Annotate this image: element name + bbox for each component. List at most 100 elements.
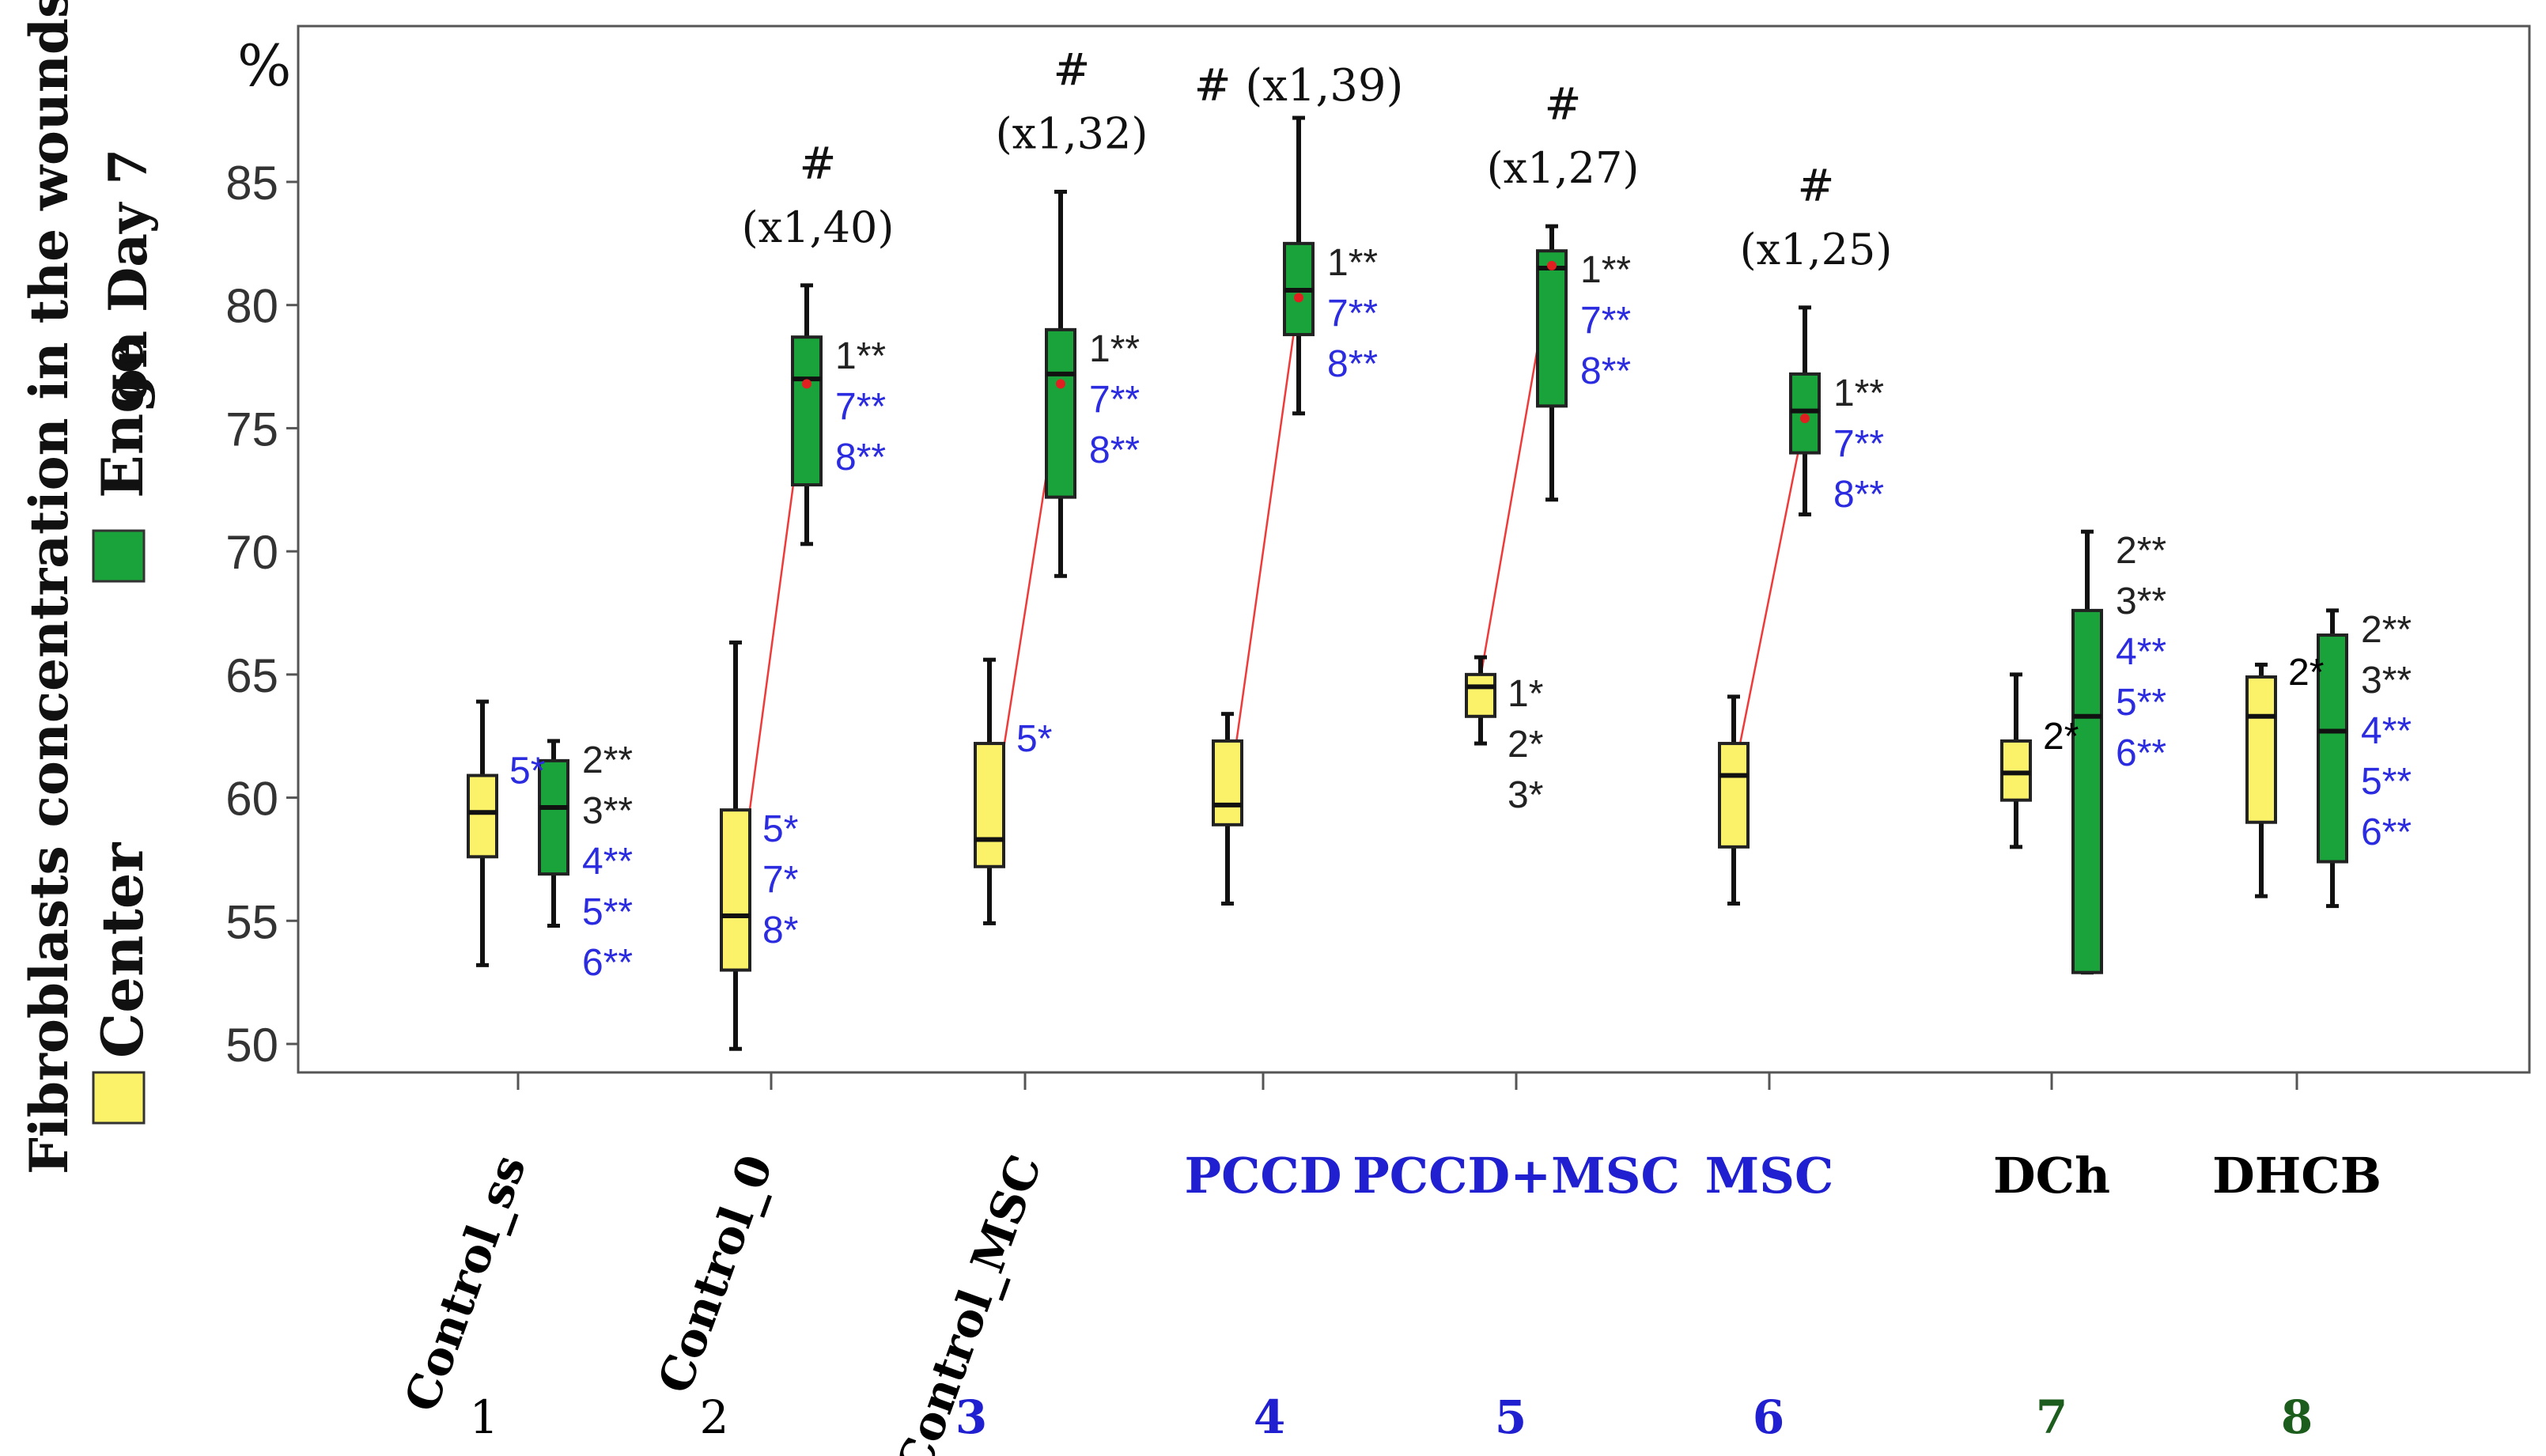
edge-mean-marker [1800,413,1810,423]
plot-frame [297,25,2531,1074]
edge-significance-label: 7** [835,386,886,428]
y-tick-label: 50 [225,1019,278,1072]
edge-box [2317,633,2348,864]
center-significance-label: 5* [762,808,798,850]
category-label: Control_ss [394,1148,536,1419]
legend: Center Enge [89,338,156,1125]
group-1: 5* 2** 3** 4** 5** 6** [467,699,633,984]
center-box [467,773,498,859]
legend-label-enge: Enge [89,338,156,498]
center-box [2000,739,2032,802]
edge-significance-label: 2** [582,739,633,781]
category-label: PCCD [1184,1147,1341,1205]
edge-significance-label: 8** [835,437,886,478]
y-tick-label: 70 [225,526,278,579]
center-significance-label: 8* [762,910,798,951]
edge-significance-label: 6** [2361,811,2412,853]
edge-mean-marker [1547,260,1557,270]
edge-significance-label: 5** [2116,682,2166,724]
category-label: PCCD+MSC [1352,1147,1680,1205]
category-number: 2 [700,1390,729,1444]
y-tick-label: 80 [225,280,278,333]
ratio-annotation: # (x1,39) [1194,60,1404,112]
category-label: Control_0 [648,1148,783,1401]
edge-significance-label: 3** [2361,660,2412,702]
group-4: 1** 7** 8** # (x1,39) [1194,60,1404,906]
category-number: 4 [1254,1390,1285,1444]
edge-significance-label: 7** [1327,293,1378,335]
edge-significance-label: 3** [2116,581,2166,622]
hash-annotation: # [1054,44,1091,96]
edge-mean-marker [1056,379,1065,389]
legend-label-center: Center [89,841,156,1058]
legend-swatch-center [92,1071,146,1125]
center-box [1718,742,1750,849]
y-tick-label: 75 [225,403,278,456]
center-box [1465,672,1496,718]
hash-annotation: # [1545,79,1582,130]
edge-mean-marker [1294,293,1303,303]
edge-significance-label: 1** [835,335,886,377]
y-axis-title-line2: on Day 7 [97,149,159,403]
edge-significance-label: 7** [1089,379,1140,421]
unit-label: % [237,32,291,99]
category-number: 7 [2036,1390,2067,1444]
ratio-annotation: (x1,25) [1740,225,1893,274]
category-label: DHCB [2212,1147,2381,1205]
edge-significance-label: 5** [2361,761,2412,803]
center-box [974,742,1005,868]
edge-significance-label: 1** [1089,328,1140,370]
y-tick-label: 65 [225,649,278,702]
edge-significance-label: 6** [2116,732,2166,774]
center-significance-label: 2* [2288,652,2324,694]
edge-significance-label: 1** [1327,242,1378,284]
edge-significance-label: 6** [582,942,633,984]
box-groups: 5* 2** 3** 4** 5** 6** 5* 7* 8* 1** 7** 8** # (x1,40)… [467,44,2412,1051]
edge-significance-label: 4** [2116,631,2166,673]
center-significance-label: 1* [1508,673,1543,715]
group-6: 1** 7** 8** # (x1,25) [1718,161,1893,906]
edge-significance-label: 1** [1580,249,1631,291]
edge-significance-label: 3** [582,790,633,832]
center-significance-label: 3* [1508,774,1543,816]
edge-box [2071,608,2103,974]
edge-significance-label: 7** [1833,423,1884,465]
center-box [2245,675,2277,824]
edge-significance-label: 8** [1580,350,1631,392]
group-7: 2* 2** 3** 4** 5** 6** [2000,529,2166,975]
category-number: 1 [470,1390,499,1444]
center-significance-label: 5* [1016,718,1052,760]
edge-box [791,335,823,487]
edge-significance-label: 4** [2361,710,2412,752]
y-axis: 50 55 60 65 70 75 80 85 [225,157,298,1072]
center-significance-label: 7* [762,859,798,901]
edge-mean-marker [802,379,811,389]
edge-significance-label: 2** [2116,530,2166,572]
y-tick-label: 55 [225,895,278,948]
category-number: 6 [1753,1390,1784,1444]
center-significance-label: 5* [509,751,545,792]
center-significance-label: 2* [2043,716,2079,758]
legend-swatch-enge [92,529,146,583]
mean-connector [1732,418,1806,776]
category-number: 8 [2281,1390,2313,1444]
ratio-annotation: (x1,40) [742,202,895,252]
edge-significance-label: 8** [1089,429,1140,471]
mean-connector [1226,297,1300,806]
category-label: DCh [1993,1147,2110,1205]
center-box [1212,739,1243,826]
hash-annotation: # [1798,161,1835,212]
group-5: 1* 2* 3* 1** 7** 8** # (x1,27) [1465,79,1640,816]
edge-box [1536,249,1568,408]
category-label: MSC [1705,1147,1834,1205]
ratio-annotation: (x1,32) [996,108,1148,158]
edge-box [1789,372,1821,455]
ratio-annotation: (x1,27) [1487,143,1640,193]
center-significance-label: 2* [1508,724,1543,766]
edge-box [1045,327,1076,499]
edge-significance-label: 5** [582,891,633,933]
y-tick-label: 85 [225,157,278,210]
y-axis-title-line1: Fibroblasts concentration in the wounds [18,0,80,1174]
